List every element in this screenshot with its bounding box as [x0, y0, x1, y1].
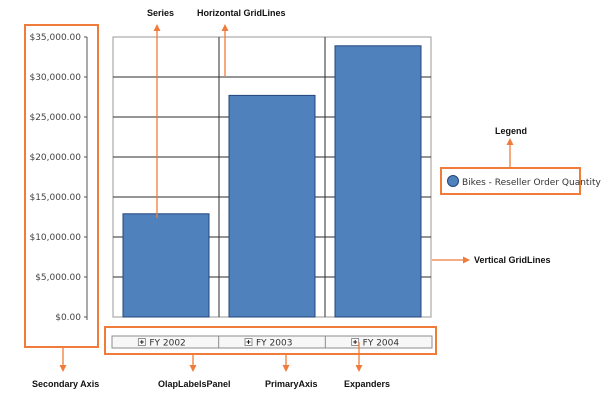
y-tick-label: $20,000.00	[29, 153, 81, 163]
bar-series	[122, 45, 422, 318]
expander-fy-2003[interactable]: FY 2003	[244, 338, 292, 349]
vertical-gridlines-arrowhead	[463, 256, 470, 264]
annotation-vertical-gridlines: Vertical GridLines	[474, 255, 551, 265]
olap-labels-panel-arrowhead	[189, 365, 197, 372]
annotation-olap-labels-panel: OlapLabelsPanel	[158, 379, 231, 389]
annotation-expanders: Expanders	[344, 379, 390, 389]
bar	[334, 45, 422, 318]
annotation-series: Series	[147, 8, 174, 18]
y-tick-label: $0.00	[55, 313, 81, 323]
y-tick-label: $30,000.00	[29, 73, 81, 83]
annotation-primary-axis: PrimaryAxis	[265, 379, 318, 389]
annotation-arrows	[59, 24, 514, 372]
y-tick-label: $35,000.00	[29, 33, 81, 43]
annotation-legend: Legend	[495, 126, 527, 136]
y-tick-label: $25,000.00	[29, 113, 81, 123]
y-tick-label: $5,000.00	[35, 273, 81, 283]
bar	[122, 213, 210, 318]
expander-fy-2002[interactable]: FY 2002	[137, 338, 186, 349]
series-arrowhead	[153, 24, 161, 31]
category-label: FY 2002	[149, 339, 185, 349]
bar	[228, 94, 316, 318]
y-axis-ticks: $0.00 $5,000.00 $10,000.00 $15,000.00 $20,00…	[29, 33, 87, 323]
vertical-gridlines	[218, 37, 326, 317]
category-label: FY 2003	[256, 339, 292, 349]
legend-label: Bikes - Reseller Order Quantity	[462, 178, 601, 188]
primary-axis-arrowhead	[282, 365, 290, 372]
secondary-axis-arrowhead	[59, 365, 67, 372]
category-label: FY 2004	[363, 339, 400, 349]
horizontal-gridlines-arrowhead	[221, 24, 229, 31]
legend-arrowhead	[506, 138, 514, 145]
annotation-horizontal-gridlines: Horizontal GridLines	[197, 8, 286, 18]
legend-box	[440, 167, 581, 195]
category-labels: FY 2002 FY 2003 FY 2004	[137, 336, 400, 349]
legend-marker	[447, 175, 459, 187]
expanders-arrowhead	[355, 365, 363, 372]
olap-labels-panel-highlight	[104, 326, 437, 355]
y-tick-label: $15,000.00	[29, 193, 81, 203]
secondary-axis-highlight	[24, 24, 99, 348]
y-tick-label: $10,000.00	[29, 233, 81, 243]
annotation-secondary-axis: Secondary Axis	[32, 379, 99, 389]
